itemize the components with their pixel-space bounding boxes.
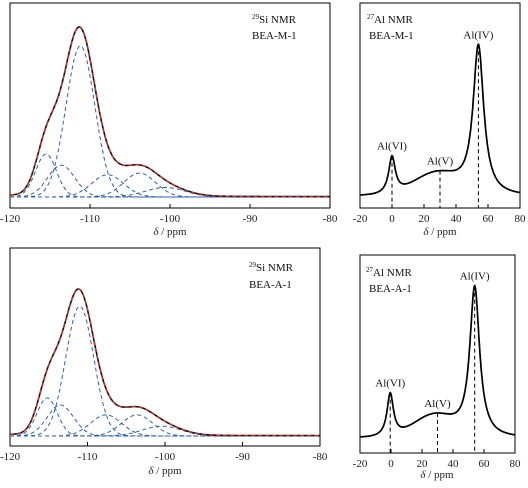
spectrum-curve — [360, 43, 520, 196]
x-tick-label: 40 — [448, 458, 460, 470]
component-curve — [10, 187, 330, 198]
x-tick-label: -90 — [235, 451, 250, 463]
x-tick-label: 0 — [389, 213, 395, 225]
peak-label: Al(VI) — [377, 141, 407, 153]
component-curve — [10, 425, 320, 437]
fit-curve — [9, 26, 330, 198]
x-tick-label: -100 — [160, 213, 181, 225]
fit-curve — [10, 288, 320, 437]
spectrum-curves — [9, 288, 320, 437]
spectrum-curves — [9, 26, 330, 198]
component-curve — [10, 414, 320, 437]
x-tick-label: 20 — [417, 458, 429, 470]
x-axis-ticks: -20 0 20 40 60 80 — [353, 449, 521, 470]
peak-label: Al(V) — [424, 398, 451, 410]
x-tick-label: -20 — [353, 213, 368, 225]
component-curve — [10, 174, 330, 198]
x-tick-label: -80 — [323, 213, 338, 225]
x-tick-label: 80 — [515, 213, 527, 225]
nucleus-label: 29Si NMR — [252, 13, 297, 26]
component-curve — [10, 305, 320, 437]
nucleus-label: 27Al NMR — [367, 13, 413, 26]
plot-frame — [359, 254, 516, 454]
al-nmr-panel-top: -20 0 20 40 60 80 Al(VI)Al(V)Al(IV) 27Al NMR … — [353, 2, 526, 238]
x-tick-label: 0 — [388, 458, 394, 470]
component-curve — [9, 397, 320, 437]
peak-label: Al(IV) — [460, 271, 490, 283]
component-curve — [10, 164, 330, 198]
x-tick-label: -90 — [243, 213, 258, 225]
x-tick-label: -80 — [313, 451, 328, 463]
x-tick-label: 20 — [419, 213, 431, 225]
sample-label: BEA-M-1 — [369, 30, 414, 42]
x-tick-label: -100 — [155, 451, 176, 463]
spectrum-curves — [360, 43, 520, 196]
nucleus-label: 27Al NMR — [366, 266, 412, 279]
peak-markers: Al(VI) Al(V) Al(IV) — [377, 29, 494, 208]
al-nmr-panel-bottom: -20 0 20 40 60 80 Al(VI)Al(V)Al(IV) 27Al NMR … — [353, 254, 521, 481]
si-nmr-panel-bottom: -120 -110 -100 -90 -80 29Si NMR BEA-A-1 δ / … — [0, 247, 328, 477]
x-tick-label: 60 — [483, 213, 495, 225]
x-tick-label: 60 — [479, 458, 491, 470]
x-axis-ticks: -120 -110 -100 -90 -80 — [0, 442, 328, 463]
x-axis-ticks: -120 -110 -100 -90 -80 — [0, 204, 338, 225]
nucleus-label: 29Si NMR — [249, 261, 294, 274]
x-axis-ticks: -20 0 20 40 60 80 — [353, 204, 526, 225]
x-tick-label: 40 — [451, 213, 463, 225]
peak-label: Al(VI) — [375, 378, 405, 390]
experimental-curve — [9, 26, 330, 198]
x-tick-label: -110 — [80, 213, 100, 225]
sample-label: BEA-A-1 — [249, 279, 292, 291]
sample-label: BEA-A-1 — [369, 283, 412, 295]
x-tick-label: -110 — [78, 451, 98, 463]
x-tick-label: 80 — [510, 458, 522, 470]
x-tick-label: -120 — [0, 451, 21, 463]
component-curve — [10, 414, 320, 437]
x-axis-title: δ / ppm — [423, 226, 457, 238]
peak-label: Al(IV) — [463, 29, 493, 41]
x-axis-title: δ / ppm — [148, 465, 182, 477]
peak-label: Al(V) — [427, 156, 454, 168]
x-axis-title: δ / ppm — [153, 226, 187, 238]
si-nmr-panel-top: -120 -110 -100 -90 -80 29Si NMR BEA-M-1 δ / … — [0, 2, 338, 238]
x-tick-label: -20 — [353, 458, 368, 470]
peak-markers: Al(VI) Al(V) Al(IV) — [375, 271, 490, 453]
component-curve — [10, 153, 330, 198]
sample-label: BEA-M-1 — [252, 30, 297, 42]
component-curve — [10, 172, 330, 198]
x-tick-label: -120 — [0, 213, 21, 225]
experimental-curve — [10, 288, 320, 437]
x-axis-title: δ / ppm — [420, 469, 454, 481]
